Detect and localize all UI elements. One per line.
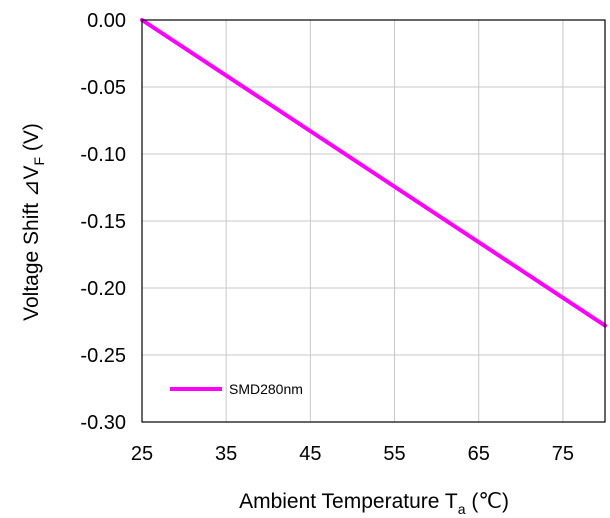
y-axis-title: Voltage Shift ⊿VF (V): [20, 123, 47, 321]
x-tick-label: 35: [215, 443, 237, 465]
grid: [142, 20, 605, 422]
y-axis-title-suffix: (V): [20, 123, 43, 157]
y-tick-label: -0.15: [80, 211, 126, 233]
x-axis-title: Ambient Temperature Ta (℃): [239, 490, 509, 517]
y-tick-labels: 0.00 -0.05 -0.10 -0.15 -0.20 -0.25 -0.30: [80, 10, 126, 434]
y-tick-label: 0.00: [87, 10, 126, 32]
x-tick-label: 45: [299, 443, 321, 465]
x-tick-label: 75: [552, 443, 574, 465]
x-axis-title-prefix: Ambient Temperature T: [239, 490, 458, 513]
y-tick-label: -0.05: [80, 77, 126, 99]
y-tick-label: -0.25: [80, 345, 126, 367]
y-axis-title-prefix: Voltage Shift ⊿V: [20, 166, 43, 321]
x-tick-label: 65: [468, 443, 490, 465]
x-axis-title-subscript: a: [458, 501, 466, 517]
y-axis-title-subscript: F: [31, 157, 47, 166]
series-line-SMD280nm: [140, 18, 607, 328]
y-tick-label: -0.20: [80, 278, 126, 300]
x-tick-labels: 25 35 45 55 65 75: [131, 443, 574, 465]
series-layer: [140, 18, 607, 328]
x-tick-label: 55: [383, 443, 405, 465]
y-tick-label: -0.30: [80, 412, 126, 434]
plot-frame: [141, 19, 606, 423]
legend: SMD280nm: [170, 381, 303, 397]
x-tick-label: 25: [131, 443, 153, 465]
x-axis-title-suffix: (℃): [466, 490, 509, 513]
y-tick-label: -0.10: [80, 144, 126, 166]
legend-label: SMD280nm: [229, 381, 303, 397]
